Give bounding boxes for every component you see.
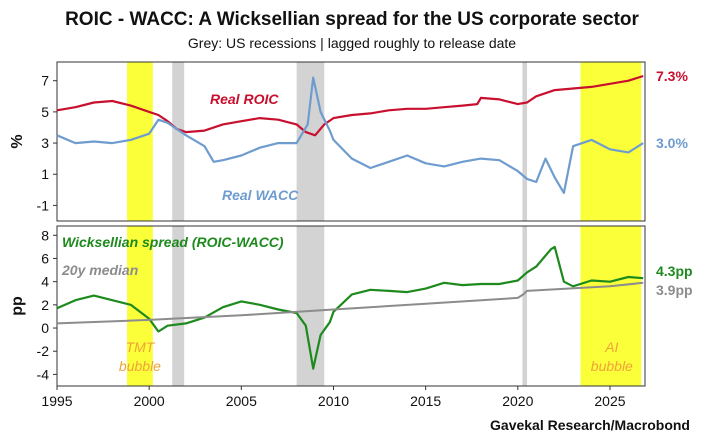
chart-title: ROIC - WACC: A Wicksellian spread for th… [65, 9, 639, 30]
annotation-label: bubble [591, 358, 633, 374]
highlight-band [127, 62, 153, 221]
x-tick-label: 1995 [41, 393, 72, 409]
x-tick-label: 2005 [226, 393, 257, 409]
series-label: Wicksellian spread (ROIC-WACC) [62, 234, 284, 250]
y-tick-label: 6 [41, 250, 49, 266]
annotation-label: bubble [119, 358, 161, 374]
top-panel: -1 1 3 5 7% 7.3% 3.0% Real ROIC Real WACC [9, 61, 688, 222]
y-tick-label: 5 [41, 104, 49, 120]
y-tick-label: -2 [37, 343, 50, 359]
recession-band [172, 62, 185, 221]
y-tick-label: -1 [37, 197, 50, 213]
annotation-label: TMT [126, 339, 156, 355]
annotation-label: AI [604, 339, 618, 355]
bottom-panel: -4 -2 0 2 4 6 8 pp 4.3pp 3.9pp Wicksellian spread … [9, 225, 693, 409]
recession-band [522, 226, 528, 386]
x-tick-label: 2020 [502, 393, 533, 409]
y-axis-label: % [9, 134, 26, 148]
highlight-band [580, 226, 642, 386]
series-label: Real ROIC [210, 91, 279, 107]
x-tick-label: 2010 [318, 393, 349, 409]
series-label: 20y median [61, 262, 138, 278]
end-value-label: 4.3pp [656, 263, 693, 279]
recession-band [172, 226, 185, 386]
series-label: Real WACC [222, 187, 299, 203]
recession-band [296, 226, 325, 386]
recession-band [522, 62, 528, 221]
plot-frame [56, 225, 646, 387]
series-line [56, 74, 644, 137]
y-tick-label: 0 [41, 320, 49, 336]
y-axis-label: pp [9, 296, 26, 316]
plot-frame [56, 61, 646, 222]
y-tick-label: 1 [41, 166, 49, 182]
y-tick-label: 4 [41, 274, 49, 290]
y-tick-label: 8 [41, 227, 49, 243]
x-tick-label: 2015 [410, 393, 441, 409]
end-value-label: 7.3% [656, 68, 688, 84]
chart-subtitle: Grey: US recessions | lagged roughly to … [188, 35, 516, 51]
y-tick-label: -4 [37, 366, 50, 382]
end-value-label: 3.0% [656, 135, 688, 151]
series-line [56, 76, 644, 194]
highlight-band [580, 62, 642, 221]
end-value-label: 3.9pp [656, 282, 693, 298]
y-tick-label: 2 [41, 297, 49, 313]
y-tick-label: 3 [41, 135, 49, 151]
recession-band [296, 62, 325, 221]
y-tick-label: 7 [41, 73, 49, 89]
source-label: Gavekal Research/Macrobond [490, 417, 690, 433]
x-tick-label: 2000 [134, 393, 165, 409]
x-tick-label: 2025 [594, 393, 625, 409]
series-line [56, 281, 644, 325]
series-line [56, 245, 644, 370]
